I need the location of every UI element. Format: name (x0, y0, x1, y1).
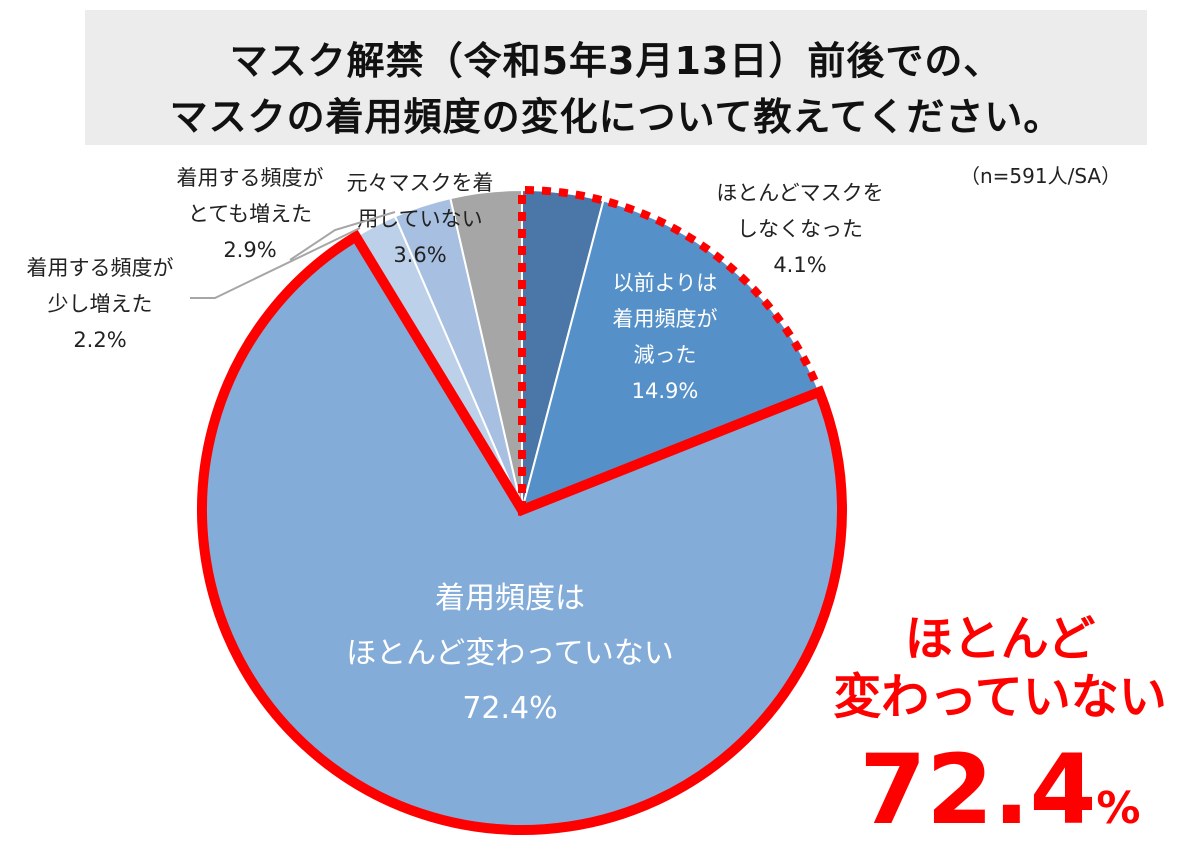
highlight-callout: ほとんど 変わっていない 72.4% (830, 610, 1170, 859)
slice-value-label-4: 2.9% (223, 238, 276, 262)
slice-label-0-line-1: しなくなった (737, 217, 863, 241)
chart-title-line2: マスクの着用頻度の変化について教えてください。 (169, 95, 1063, 139)
leader-line-large-increase (289, 211, 396, 261)
highlight-slice-outline (197, 229, 847, 835)
slice-label-1-line-2: 減った (634, 343, 697, 367)
callout-line2: 変わっていない (833, 669, 1167, 725)
slice-value-label-0: 4.1% (773, 253, 826, 277)
chart-title-line1: マスク解禁（令和5年3月13日）前後での、 (229, 39, 1003, 83)
slice-label-4-line-0: 着用する頻度が (177, 166, 324, 190)
slice-value-label-2: 72.4% (462, 691, 557, 726)
slice-label-5-line-0: 元々マスクを着 (347, 171, 494, 195)
callout-unit: % (1096, 783, 1141, 834)
slice-value-label-3: 2.2% (73, 328, 126, 352)
dotted-group-outline (518, 185, 825, 516)
callout-line1: ほとんど (904, 611, 1096, 667)
slice-label-1-line-1: 着用頻度が (613, 307, 718, 331)
callout-value: 72.4 (859, 734, 1097, 846)
title-banner: マスク解禁（令和5年3月13日）前後での、 マスクの着用頻度の変化について教えて… (85, 10, 1147, 145)
slice-label-4-line-1: とても増えた (188, 202, 312, 226)
pie-slice-5 (449, 188, 523, 511)
callout-value-block: 72.4% (830, 740, 1170, 859)
sample-size-note: （n=591人/SA） (960, 164, 1122, 188)
slice-label-5-line-1: 用していない (357, 207, 482, 231)
leader-line-slight-increase (190, 227, 361, 299)
slice-label-3-line-0: 着用する頻度が (27, 256, 174, 280)
slice-label-0-line-0: ほとんどマスクを (716, 181, 883, 205)
slice-value-label-1: 14.9% (632, 379, 699, 403)
slice-label-2-line-1: ほとんど変わっていない (346, 636, 674, 671)
slice-label-3-line-1: 少し増えた (48, 292, 153, 316)
slice-label-2-line-0: 着用頻度は (435, 581, 585, 616)
slice-label-1-line-0: 以前よりは (613, 271, 718, 295)
slice-value-label-5: 3.6% (393, 243, 446, 267)
